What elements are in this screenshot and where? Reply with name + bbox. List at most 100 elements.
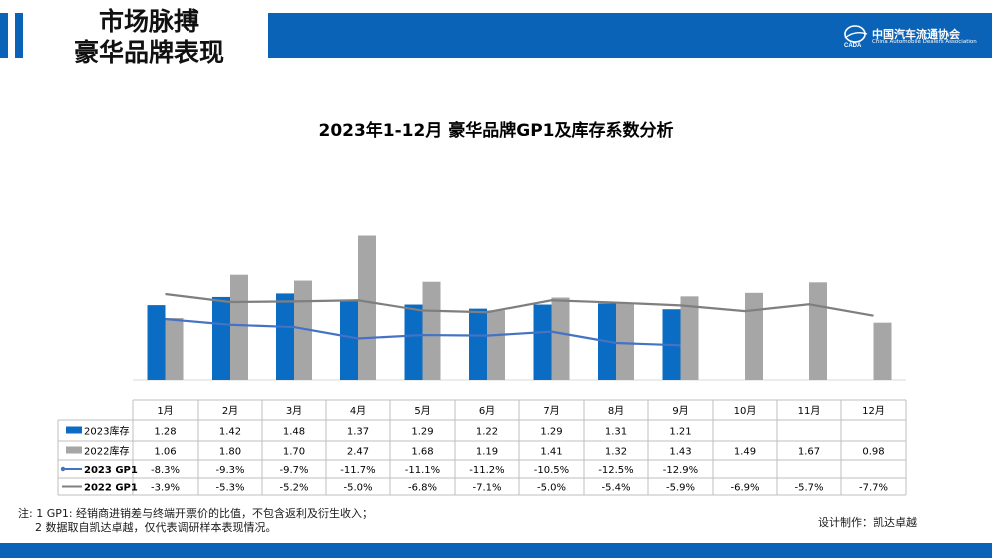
data-label: -9.7%	[279, 465, 308, 476]
x-tick-label: 10月	[734, 405, 757, 417]
cada-emblem-icon: CADA	[844, 25, 868, 48]
bar-2023-stock	[404, 304, 423, 380]
header-band	[268, 13, 992, 58]
footer-band	[0, 543, 992, 558]
data-label: 1.29	[540, 427, 562, 438]
data-label: -5.9%	[666, 483, 695, 494]
data-label: 1.29	[411, 427, 433, 438]
bar-2022-stock	[551, 297, 570, 380]
data-label: 1.43	[669, 447, 691, 458]
x-tick-label: 8月	[608, 405, 624, 417]
data-label: 1.28	[154, 427, 176, 438]
data-label: 1.37	[347, 427, 369, 438]
x-tick-label: 5月	[414, 405, 430, 417]
x-tick-label: 7月	[543, 405, 559, 417]
data-label: 1.42	[219, 427, 241, 438]
legend-label: 2022 GP1	[84, 483, 138, 494]
cada-logo: CADA 中国汽车流通协会 China Automobile Dealers A…	[842, 24, 982, 50]
data-label: 1.31	[605, 427, 627, 438]
data-label: 1.67	[798, 447, 820, 458]
svg-text:CADA: CADA	[844, 43, 862, 48]
bar-2023-stock	[212, 296, 230, 380]
bar-2022-stock	[809, 282, 827, 380]
data-label: 1.19	[476, 447, 498, 458]
bar-2022-stock	[294, 280, 312, 380]
chart-title: 2023年1-12月 豪华品牌GP1及库存系数分析	[318, 121, 674, 141]
header-accent-bar-left	[0, 13, 8, 58]
data-label: -8.3%	[151, 465, 180, 476]
data-label: -12.9%	[663, 465, 698, 476]
data-label: -6.8%	[408, 483, 437, 494]
bar-2022-stock	[616, 302, 634, 380]
x-tick-label: 4月	[350, 405, 366, 417]
footnote: 注: 1 GP1: 经销商进销差与终端开票价的比值，不包含返利及衍生收入； 2 …	[18, 507, 373, 535]
data-label: 1.48	[283, 427, 305, 438]
legend-key-2022-stock	[66, 446, 82, 454]
page-title-line1: 市场脉搏	[98, 7, 199, 36]
data-label: -3.9%	[151, 483, 180, 494]
data-label: 2.47	[347, 447, 369, 458]
x-tick-label: 11月	[798, 405, 821, 417]
legend-key-marker	[60, 466, 66, 472]
line-2022-gp1	[165, 292, 874, 317]
x-tick-label: 12月	[862, 405, 885, 417]
data-label: 1.21	[669, 427, 691, 438]
data-label: -5.7%	[794, 483, 823, 494]
x-tick-label: 6月	[479, 405, 495, 417]
credit-text: 设计制作：凯达卓越	[818, 516, 917, 529]
bar-2023-stock	[469, 308, 487, 380]
x-tick-label: 9月	[672, 405, 688, 417]
data-label: 1.06	[154, 447, 176, 458]
data-label: -12.5%	[598, 465, 633, 476]
data-label: -5.4%	[601, 483, 630, 494]
logo-text-en: China Automobile Dealers Association	[872, 39, 977, 45]
legend-label: 2022库存	[84, 445, 129, 458]
x-tick-label: 3月	[286, 405, 302, 417]
logo-text-cn: 中国汽车流通协会	[872, 28, 960, 41]
data-label: 1.22	[476, 427, 498, 438]
footnote-line2: 2 数据取自凯达卓越，仅代表调研样本表现情况。	[35, 521, 277, 534]
data-label: -5.0%	[537, 483, 566, 494]
data-label: -11.2%	[469, 465, 504, 476]
bar-2022-stock	[230, 274, 248, 380]
footnote-line1: 注: 1 GP1: 经销商进销差与终端开票价的比值，不包含返利及衍生收入；	[18, 507, 374, 520]
data-label: -7.1%	[472, 483, 501, 494]
data-label: -5.3%	[215, 483, 244, 494]
bar-2023-stock	[340, 299, 358, 380]
data-label: -5.2%	[279, 483, 308, 494]
data-label: 1.80	[219, 447, 241, 458]
header-accent-bar	[15, 13, 23, 58]
bar-2022-stock	[873, 322, 892, 380]
data-label: 1.49	[734, 447, 756, 458]
bar-2022-stock	[358, 235, 376, 380]
data-label: -6.9%	[730, 483, 759, 494]
data-label: -9.3%	[215, 465, 244, 476]
data-label: 1.68	[411, 447, 433, 458]
legend-label: 2023 GP1	[84, 465, 138, 476]
legend-key-2023-stock	[66, 426, 82, 434]
data-label: -5.0%	[343, 483, 372, 494]
bar-2023-stock	[147, 305, 166, 380]
line-2023-gp1	[165, 317, 681, 347]
x-tick-label: 2月	[222, 405, 238, 417]
page-title-line2: 豪华品牌表现	[73, 38, 224, 67]
bar-2023-stock	[276, 293, 294, 380]
x-tick-label: 1月	[157, 405, 173, 417]
data-label: -11.1%	[405, 465, 440, 476]
bar-2023-stock	[533, 304, 552, 380]
bar-2022-stock	[680, 296, 699, 380]
legend-label: 2023库存	[84, 425, 129, 438]
data-label: 1.32	[605, 447, 627, 458]
data-label: 1.70	[283, 447, 305, 458]
data-label: -10.5%	[534, 465, 569, 476]
data-label: -7.7%	[859, 483, 888, 494]
page-title: 市场脉搏 豪华品牌表现	[44, 6, 254, 68]
data-label: 1.41	[540, 447, 562, 458]
bar-2022-stock	[745, 292, 763, 380]
bar-2022-stock	[487, 310, 505, 380]
data-label: 0.98	[862, 447, 884, 458]
bar-2022-stock	[165, 317, 184, 380]
bar-2022-stock	[422, 281, 441, 380]
data-label: -11.7%	[340, 465, 375, 476]
